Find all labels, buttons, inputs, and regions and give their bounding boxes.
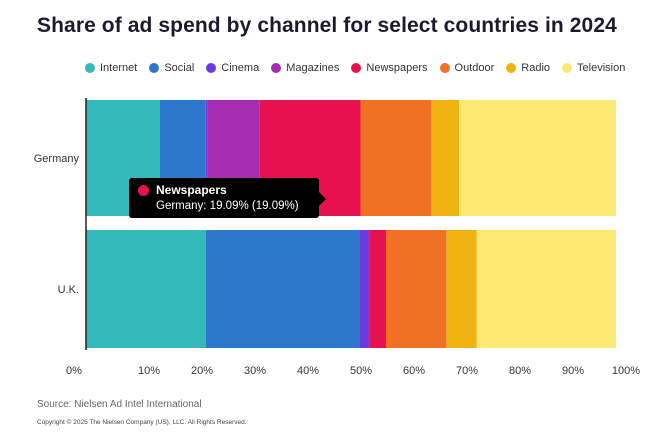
x-tick-label: 0% — [66, 365, 82, 377]
legend-swatch-outdoor — [439, 63, 450, 73]
legend-item-outdoor[interactable]: Outdoor — [439, 62, 495, 74]
bar-u-k-internet[interactable] — [86, 230, 206, 348]
tooltip: Newspapers Germany: 19.09% (19.09%) — [129, 178, 326, 218]
legend-label-outdoor: Outdoor — [454, 62, 495, 74]
legend-swatch-television — [562, 63, 573, 73]
legend-swatch-newspapers — [351, 63, 362, 73]
bar-u-k-magazines[interactable] — [368, 230, 370, 348]
tooltip-color-dot — [138, 184, 149, 196]
legend: Internet Social Cinema Magazines Newspapers O… — [85, 61, 625, 75]
legend-item-cinema[interactable]: Cinema — [206, 62, 259, 74]
legend-item-internet[interactable]: Internet — [85, 62, 137, 74]
legend-label-radio: Radio — [521, 62, 551, 74]
bar-u-k-radio[interactable] — [446, 230, 477, 348]
legend-item-newspapers[interactable]: Newspapers — [351, 62, 428, 74]
x-tick-label: 80% — [509, 365, 531, 377]
x-tick-label: 40% — [297, 365, 319, 377]
x-tick-label: 60% — [403, 365, 425, 377]
legend-label-internet: Internet — [100, 62, 138, 74]
legend-swatch-radio — [506, 63, 517, 73]
bar-germany-cinema[interactable] — [205, 100, 208, 216]
legend-swatch-magazines — [271, 63, 282, 73]
legend-label-television: Television — [577, 62, 626, 74]
x-tick-label: 30% — [244, 365, 266, 377]
bar-u-k-outdoor[interactable] — [385, 230, 447, 348]
tooltip-series: Newspapers — [156, 183, 227, 197]
legend-label-newspapers: Newspapers — [366, 62, 428, 74]
legend-swatch-cinema — [206, 63, 217, 73]
legend-label-social: Social — [164, 62, 195, 74]
x-tick-label: 10% — [138, 365, 160, 377]
x-tick-label: 90% — [562, 365, 584, 377]
chart-title: Share of ad spend by channel for select … — [37, 14, 617, 37]
bar-u-k-television[interactable] — [476, 230, 616, 348]
legend-label-magazines: Magazines — [286, 62, 340, 74]
legend-swatch-social — [149, 63, 160, 73]
category-label-u-k: U.K. — [58, 284, 79, 296]
bar-u-k-social[interactable] — [205, 230, 361, 348]
category-label-germany: Germany — [34, 153, 80, 165]
copyright-note: Copyright © 2025 The Nielsen Company (US… — [37, 419, 247, 426]
x-tick-label: 100% — [612, 365, 640, 377]
legend-swatch-internet — [85, 63, 95, 73]
legend-item-television[interactable]: Television — [562, 62, 625, 74]
legend-label-cinema: Cinema — [221, 62, 260, 74]
legend-item-magazines[interactable]: Magazines — [271, 62, 339, 74]
bar-u-k-newspapers[interactable] — [369, 230, 386, 348]
x-tick-label: 70% — [456, 365, 478, 377]
x-tick-label: 50% — [350, 365, 372, 377]
x-tick-label: 20% — [191, 365, 213, 377]
source-note: Source: Nielsen Ad Intel International — [37, 399, 202, 410]
bar-u-k-cinema[interactable] — [360, 230, 369, 348]
bar-germany-outdoor[interactable] — [360, 100, 431, 216]
bar-germany-television[interactable] — [459, 100, 616, 216]
bar-germany-radio[interactable] — [430, 100, 460, 216]
tooltip-text: Germany: 19.09% (19.09%) — [156, 200, 299, 212]
legend-item-social[interactable]: Social — [149, 62, 194, 74]
legend-item-radio[interactable]: Radio — [506, 62, 550, 74]
